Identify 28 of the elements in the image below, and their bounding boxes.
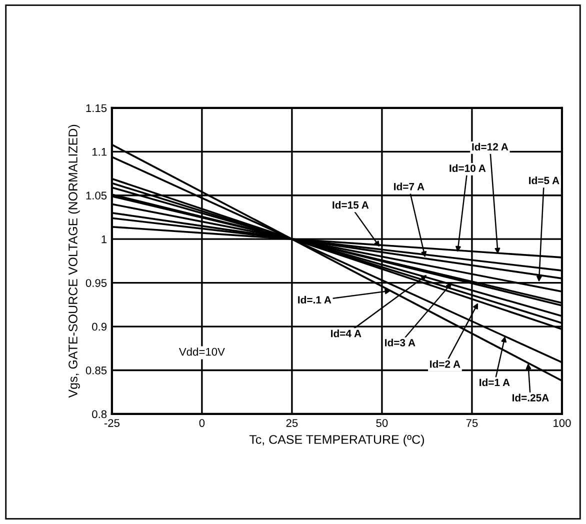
annotation: Id=3 A (385, 338, 416, 346)
annotation: Id=7 A (394, 182, 424, 190)
y-tick-label: 1.05 (86, 192, 107, 200)
annotation: Id=5 A (529, 176, 560, 184)
y-tick-label: 0.9 (92, 322, 107, 331)
annotation: Id=1 A (480, 378, 510, 386)
annotation: Id=10 A (450, 164, 486, 172)
annotation: Id=.1 A (298, 296, 332, 304)
annotation: Id=4 A (331, 330, 362, 338)
annotation: Vdd=10V (178, 348, 225, 356)
annotation: Id=.25A (512, 394, 549, 402)
y-axis-title: Vgs, GATE-SOURCE VOLTAGE (NORMALIZED) (68, 124, 80, 398)
y-tick-label: 1.1 (92, 148, 107, 156)
annotation: Id=2 A (430, 360, 460, 368)
y-tick-label: 0.8 (92, 410, 107, 418)
x-tick-label: 25 (286, 419, 298, 427)
x-tick-label: 75 (466, 419, 478, 427)
x-tick-label: -25 (104, 419, 120, 427)
x-axis-title: Tc, CASE TEMPERATURE (ºC) (249, 434, 424, 446)
y-tick-label: 1.15 (86, 104, 107, 112)
x-tick-label: 100 (554, 419, 571, 427)
y-tick-label: 1 (102, 235, 107, 244)
x-tick-label: 0 (199, 419, 205, 427)
y-tick-label: 0.95 (86, 279, 107, 287)
y-tick-label: 0.85 (86, 366, 107, 374)
annotation: Id=15 A (332, 201, 369, 209)
annotation: Id=12 A (472, 142, 508, 151)
x-tick-label: 50 (376, 419, 388, 427)
